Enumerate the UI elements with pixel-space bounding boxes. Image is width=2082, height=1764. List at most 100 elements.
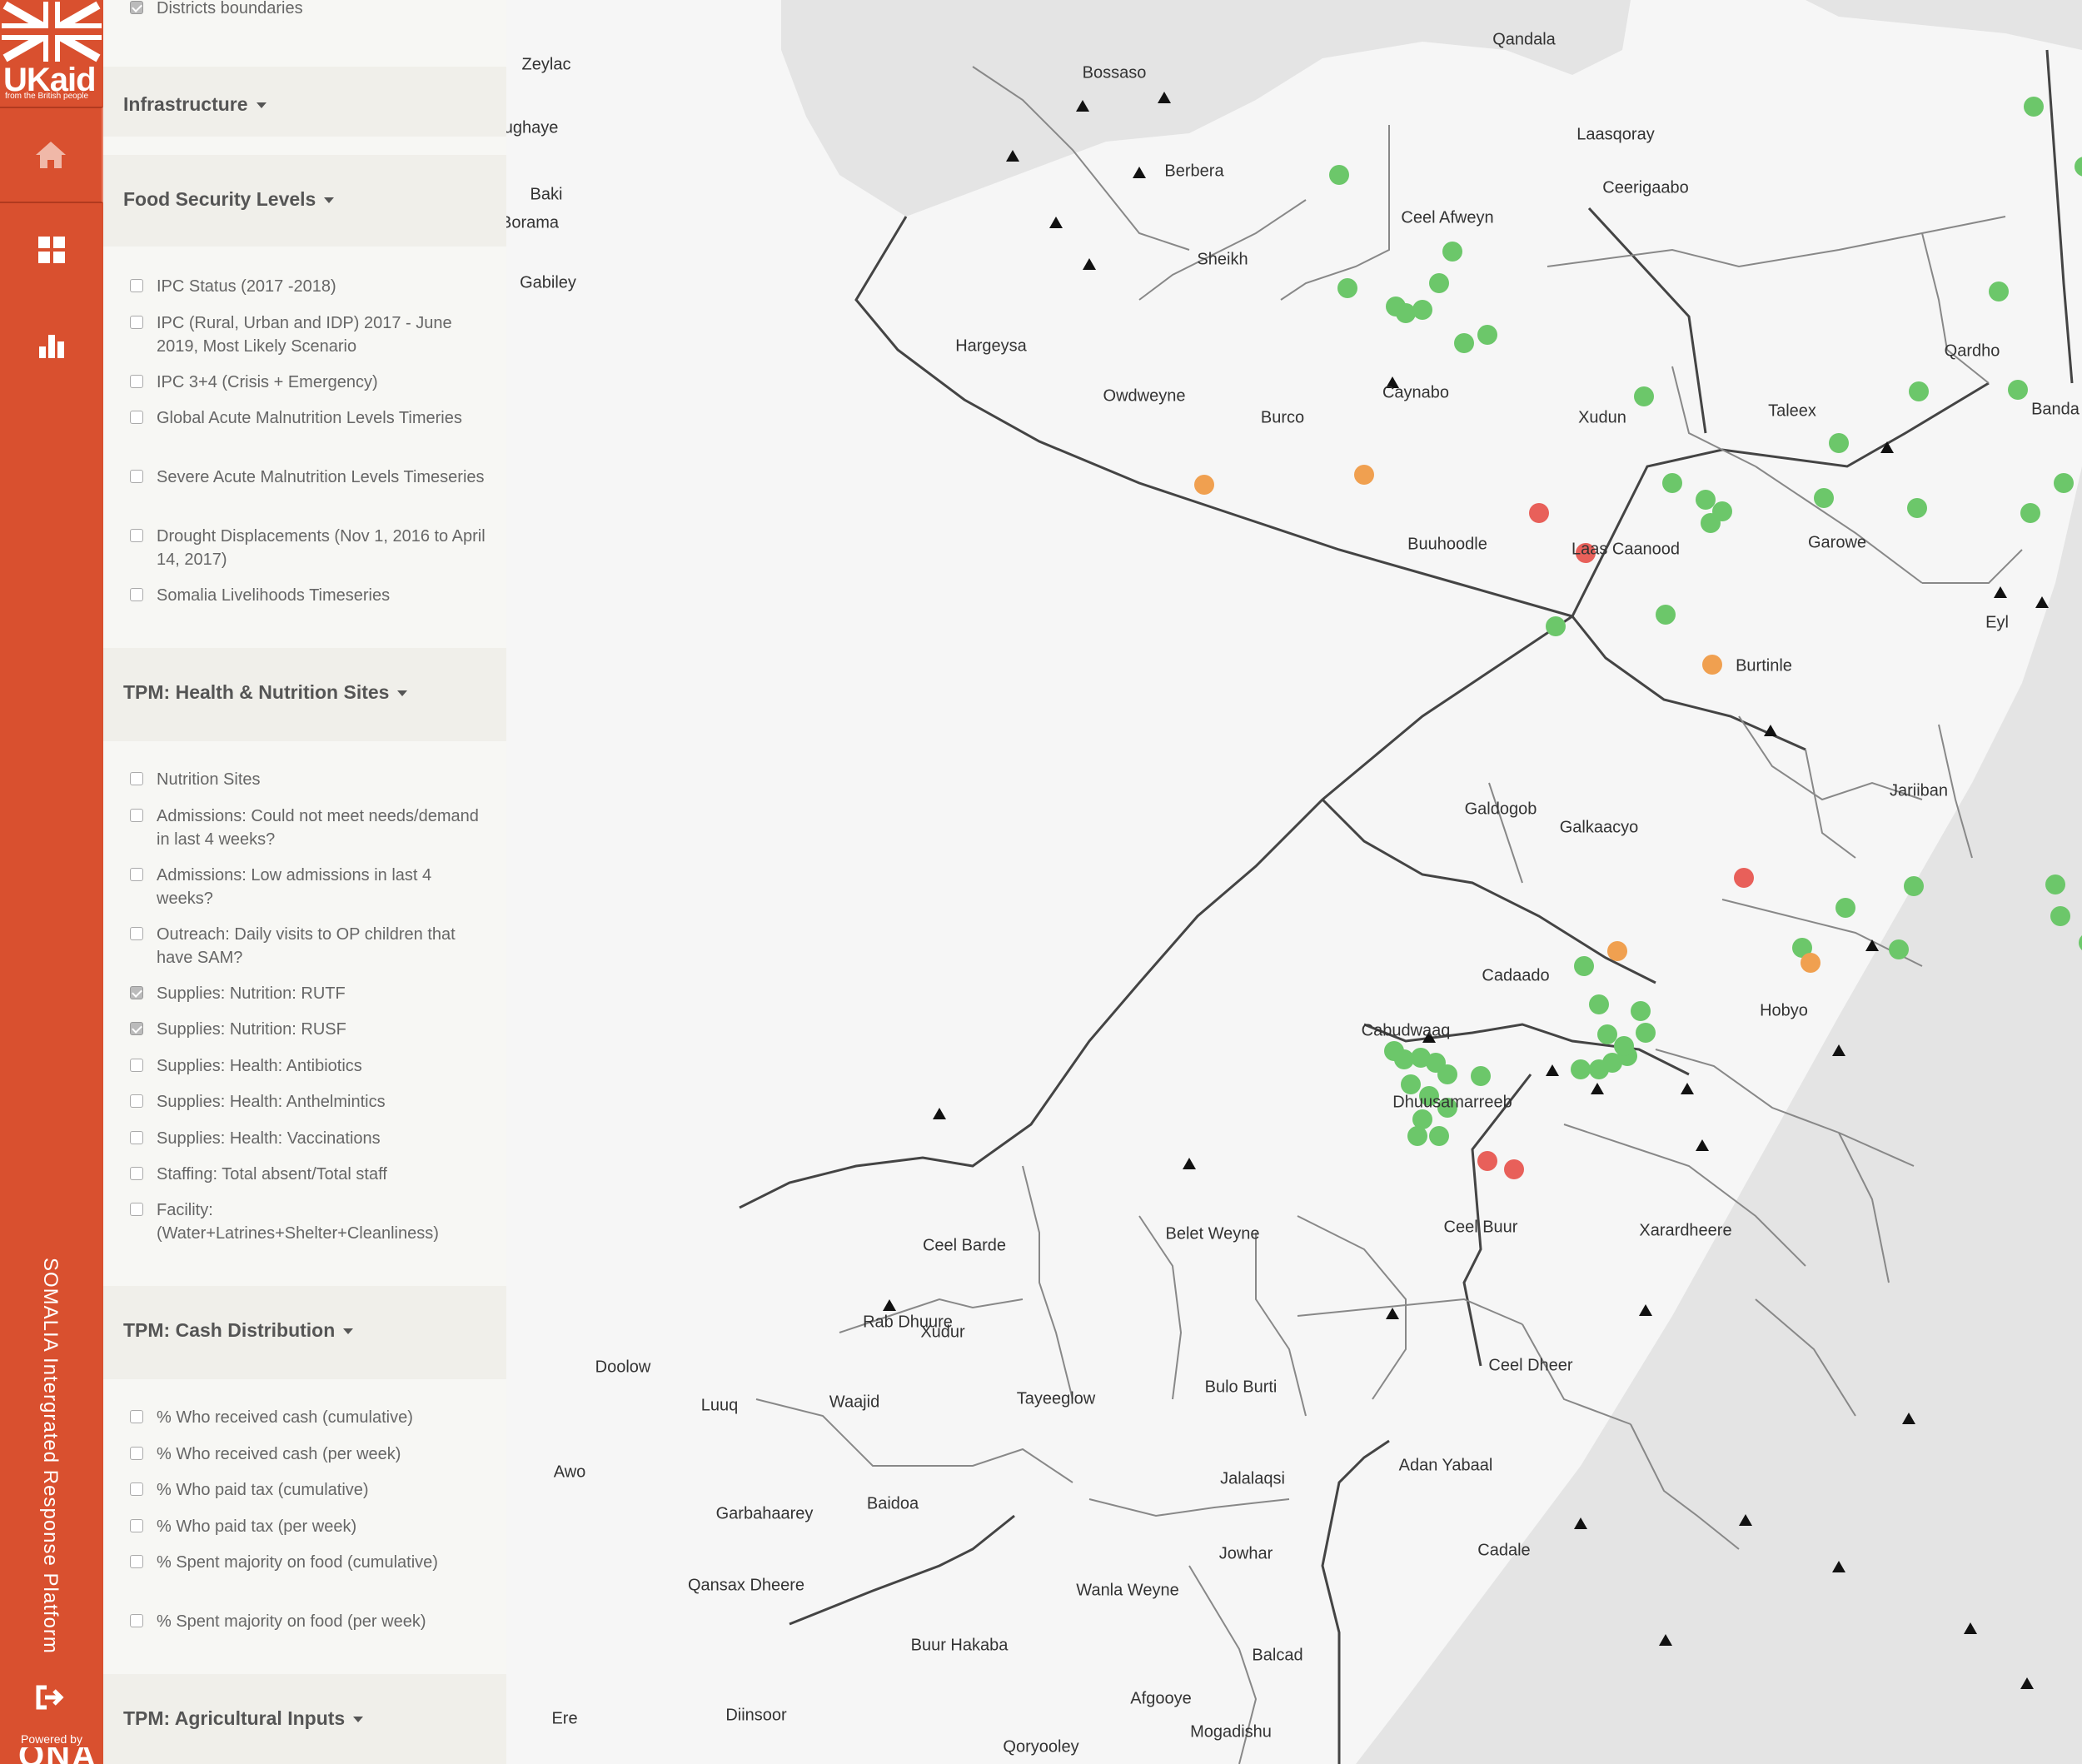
facility-icon <box>933 1108 946 1119</box>
place-label: Jalalaqsi <box>1220 1469 1285 1488</box>
place-label: Buuhoodle <box>1407 535 1487 554</box>
checkbox[interactable] <box>130 1614 143 1627</box>
section-health-nutrition[interactable]: TPM: Health & Nutrition Sites <box>103 648 506 741</box>
checkbox[interactable] <box>130 279 143 292</box>
facility-icon <box>1591 1083 1604 1094</box>
facility-icon <box>1739 1514 1752 1526</box>
chevron-down-icon <box>256 102 266 109</box>
chevron-down-icon <box>343 1328 354 1335</box>
place-label: Diinsoor <box>725 1706 787 1725</box>
place-label: Owdweyne <box>1103 386 1186 406</box>
place-label: Cadale <box>1477 1541 1531 1560</box>
checkbox[interactable] <box>130 1167 143 1180</box>
checkbox[interactable] <box>130 1482 143 1496</box>
grid-icon <box>38 237 65 263</box>
nav-charts-button[interactable] <box>0 300 103 391</box>
facility-icon <box>883 1299 896 1311</box>
place-label: Doolow <box>595 1358 651 1377</box>
place-label: Banda <box>2031 400 2080 419</box>
checkbox[interactable] <box>130 927 143 940</box>
map-view[interactable]: Qandala Bossaso Zeylac Lughaye Baki Borama Gab… <box>506 0 2082 1764</box>
section-agricultural-inputs[interactable]: TPM: Agricultural Inputs <box>103 1674 506 1764</box>
facility-icon <box>1386 1308 1399 1319</box>
facility-icon <box>1832 1044 1845 1056</box>
chevron-down-icon <box>324 197 335 204</box>
place-label: Taleex <box>1768 401 1816 421</box>
place-label: Xudun <box>1578 408 1626 427</box>
checkbox[interactable] <box>130 375 143 388</box>
checkbox[interactable] <box>130 1022 143 1035</box>
facility-icon <box>1696 1139 1709 1151</box>
logo-wordmark: UKaid <box>3 62 97 98</box>
checkbox[interactable] <box>130 1059 143 1072</box>
place-label: Borama <box>506 213 560 232</box>
facility-icon <box>1546 1064 1559 1076</box>
checkbox[interactable] <box>130 1555 143 1568</box>
place-label: Qoryooley <box>1003 1737 1079 1757</box>
checkbox[interactable] <box>130 772 143 785</box>
place-label: Qandala <box>1492 30 1556 49</box>
platform-title: SOMALIA Intergrated Response Platform <box>39 1258 62 1654</box>
place-label: Berbera <box>1164 162 1224 181</box>
place-label: Galkaacyo <box>1559 818 1639 837</box>
checkbox[interactable] <box>130 316 143 329</box>
facility-icon <box>1574 1517 1587 1529</box>
place-label: Qansax Dheere <box>687 1576 805 1595</box>
checkbox[interactable] <box>130 986 143 999</box>
nav-dashboard-button[interactable] <box>0 204 103 296</box>
place-label: Tayeeglow <box>1016 1389 1096 1408</box>
place-label: Ceerigaabo <box>1602 178 1689 197</box>
place-label: Waajid <box>829 1393 880 1412</box>
facility-markers <box>883 92 2049 1689</box>
place-label: Galdogob <box>1464 800 1537 819</box>
facility-icon <box>1386 376 1399 388</box>
checkbox[interactable] <box>130 470 143 483</box>
somalia-map[interactable] <box>506 0 2082 1764</box>
checkbox[interactable] <box>130 1203 143 1216</box>
place-label: Bossaso <box>1082 63 1147 82</box>
place-label: Sheikh <box>1197 250 1248 269</box>
place-label: Ceel Dheer <box>1488 1356 1573 1375</box>
facility-icon <box>1049 217 1063 228</box>
section-infrastructure[interactable]: Infrastructure <box>103 67 506 137</box>
checkbox[interactable] <box>130 1094 143 1108</box>
union-flag-icon <box>0 0 103 63</box>
checkbox[interactable] <box>130 529 143 542</box>
checkbox[interactable] <box>130 1131 143 1144</box>
place-label: Xarardheere <box>1639 1221 1732 1240</box>
home-icon <box>36 142 66 168</box>
place-label: Adan Yabaal <box>1398 1456 1493 1475</box>
checkbox[interactable] <box>130 1410 143 1423</box>
facility-icon <box>1659 1634 1672 1646</box>
logout-button[interactable] <box>35 1684 65 1715</box>
layers-panel: Districts boundaries Infrastructure Food… <box>103 0 507 1764</box>
place-label: Luuq <box>700 1396 739 1415</box>
facility-icon <box>2035 596 2049 608</box>
facility-icon <box>1158 92 1171 103</box>
facility-icon <box>1964 1622 1977 1634</box>
ukaid-logo: UKaid from the British people <box>0 0 103 107</box>
place-label: Laasqoray <box>1576 125 1655 144</box>
place-label: Laas Caanood <box>1571 540 1681 559</box>
logout-icon <box>36 1685 64 1710</box>
section-cash-distribution[interactable]: TPM: Cash Distribution <box>103 1286 506 1379</box>
checkbox[interactable] <box>130 1519 143 1532</box>
place-label: Wanla Weyne <box>1076 1581 1179 1600</box>
nav-home-button[interactable] <box>0 107 103 203</box>
place-label: Burtinle <box>1736 656 1792 675</box>
checkbox[interactable] <box>130 588 143 601</box>
checkbox[interactable] <box>130 868 143 881</box>
section-food-security[interactable]: Food Security Levels <box>103 155 506 247</box>
facility-icon <box>1994 586 2007 598</box>
place-label: Gabiley <box>520 273 576 292</box>
place-label: Ere <box>551 1709 578 1728</box>
facility-icon <box>1832 1561 1845 1572</box>
checkbox[interactable] <box>130 1447 143 1460</box>
facility-icon <box>1183 1158 1196 1169</box>
checkbox[interactable] <box>130 1 143 14</box>
checkbox[interactable] <box>130 411 143 424</box>
facility-icon <box>1865 939 1879 951</box>
place-label: Jowhar <box>1218 1544 1273 1563</box>
checkbox[interactable] <box>130 809 143 822</box>
place-label: Xudur <box>920 1323 965 1342</box>
